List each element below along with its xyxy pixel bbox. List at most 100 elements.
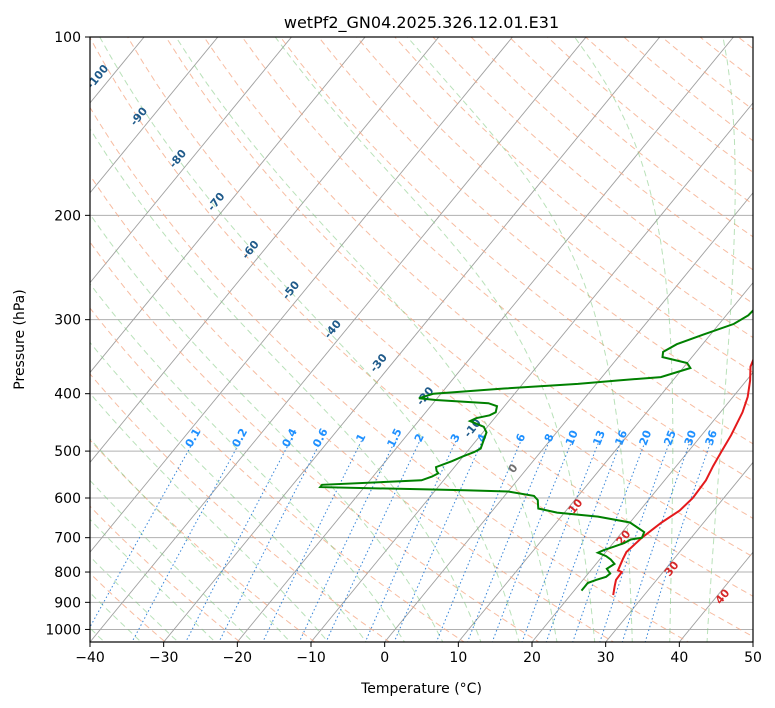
- dry-adiabat-310: [90, 106, 690, 642]
- dewpoint-trace: [318, 309, 753, 592]
- moist-adiabat-15: [90, 127, 482, 642]
- moist-adiabat-35: [406, 37, 633, 642]
- dry-adiabat-430: [508, 37, 753, 238]
- isotherm-label-0: -100: [84, 62, 112, 92]
- y-tick-label-900: 900: [54, 595, 81, 611]
- y-tick-label-800: 800: [54, 565, 81, 581]
- mixing-line-11: [491, 440, 573, 642]
- moist-adiabat--20: [90, 518, 216, 642]
- x-axis-label: Temperature (°C): [360, 681, 482, 697]
- dry-adiabat-360: [241, 37, 753, 482]
- y-tick-label-500: 500: [54, 444, 81, 460]
- mixing-ratio-label-15: 25: [661, 428, 678, 447]
- mixing-line-4: [262, 440, 363, 642]
- moist-adiabat-5: [90, 283, 406, 642]
- dry-adiabat-380: [317, 37, 753, 409]
- mixing-ratio-label-13: 16: [612, 428, 630, 447]
- dry-adiabat-240: [90, 572, 167, 642]
- y-tick-label-300: 300: [54, 313, 81, 329]
- x-tick-label--10: −10: [296, 650, 326, 666]
- isotherm-label-3: -70: [205, 190, 228, 214]
- mixing-ratio-label-11: 10: [563, 428, 581, 447]
- axis-layer: −40 −30 −20 −10 0 10 20 30 40 5010020030040050060…: [45, 30, 762, 666]
- mixing-line-0: [90, 440, 195, 629]
- mixing-line-12: [521, 440, 600, 642]
- temperature-trace: [612, 358, 753, 596]
- x-tick-label-20: 20: [523, 650, 541, 666]
- dry-adiabat-460: [623, 37, 753, 142]
- mixing-line-5: [298, 440, 396, 642]
- moist-adiabat-20: [99, 37, 520, 642]
- dry-adiabat-390: [356, 37, 753, 373]
- mixing-line-1: [131, 440, 242, 642]
- moist-adiabat--10: [90, 438, 291, 642]
- chart-title: wetPf2_GN04.2025.326.12.01.E31: [284, 13, 559, 33]
- x-tick-label-10: 10: [449, 650, 467, 666]
- mixing-line-9: [435, 440, 522, 642]
- moist-adiabat-40: [574, 37, 674, 642]
- mixing-ratio-label-1: 0.2: [229, 426, 250, 449]
- mixing-ratio-label-16: 30: [682, 428, 700, 447]
- moist-adiabat--25: [90, 555, 179, 642]
- isotherm--80: [90, 37, 293, 284]
- isotherm-0: [384, 192, 753, 642]
- moist-adiabat--30: [90, 591, 142, 642]
- x-tick-label--30: −30: [149, 650, 179, 666]
- dry-adiabat-400: [394, 37, 753, 339]
- mixing-line-14: [572, 440, 646, 642]
- dry-adiabat-250: [90, 505, 241, 642]
- mixing-line-8: [393, 440, 483, 642]
- isotherm--30: [163, 37, 661, 642]
- dry-adiabat-290: [90, 241, 540, 642]
- x-tick-label-0: 0: [380, 650, 389, 666]
- y-tick-label-100: 100: [54, 30, 81, 46]
- mixing-ratio-label-17: 36: [703, 428, 720, 447]
- isotherm--20: [236, 37, 735, 642]
- isotherm--40: [90, 37, 587, 642]
- dry-adiabat-350: [203, 37, 753, 519]
- dry-adiabat-490: [737, 37, 753, 50]
- isotherm-20: [531, 371, 753, 642]
- mixing-ratio-label-12: 13: [590, 428, 608, 447]
- plot-frame: [89, 36, 754, 643]
- isotherm--90: [90, 37, 219, 194]
- dry-adiabat-300: [90, 174, 615, 642]
- mixing-ratio-label-5: 1.5: [384, 426, 404, 449]
- moist-adiabat-10: [90, 213, 444, 642]
- moist-adiabat-0: [90, 341, 367, 642]
- isotherm--10: [310, 102, 753, 642]
- x-tick-label-50: 50: [744, 650, 762, 666]
- mixing-line-3: [218, 440, 322, 642]
- isotherm-label-2: -80: [166, 147, 189, 171]
- y-tick-label-600: 600: [54, 491, 81, 507]
- mixing-line-6: [325, 440, 421, 642]
- x-tick-label-40: 40: [670, 650, 688, 666]
- isotherm-label-7: -30: [367, 351, 390, 375]
- y-tick-label-200: 200: [54, 208, 81, 224]
- mixing-line-17: [644, 440, 712, 642]
- isotherm-label-4: -60: [239, 238, 262, 262]
- mixing-ratio-label-10: 8: [542, 432, 557, 444]
- dry-adiabat-410: [432, 37, 753, 304]
- dry-adiabat-280: [90, 307, 466, 642]
- dry-adiabat-label-3: 40: [713, 586, 733, 606]
- isotherm-label-6: -40: [321, 317, 344, 341]
- y-tick-label-1000: 1000: [45, 622, 81, 638]
- dry-adiabat-450: [584, 37, 753, 173]
- trace-layer: [318, 309, 753, 596]
- isotherm--50: [90, 37, 514, 553]
- x-tick-label--40: −40: [75, 650, 105, 666]
- mixing-ratio-label-0: 0.1: [183, 426, 204, 449]
- dry-adiabat-340: [165, 37, 753, 558]
- moist-adiabat--15: [90, 479, 254, 642]
- grid-layer: [90, 37, 753, 642]
- mixing-ratio-label-7: 3: [448, 432, 463, 444]
- dry-adiabat-270: [90, 373, 391, 642]
- mixing-ratio-label-2: 0.4: [279, 426, 300, 450]
- dry-adiabat-label-2: 30: [662, 558, 682, 578]
- mixing-line-7: [364, 440, 457, 642]
- isotherm-label-1: -90: [127, 105, 150, 129]
- mixing-ratio-label-14: 20: [637, 428, 655, 447]
- y-tick-label-700: 700: [54, 531, 81, 547]
